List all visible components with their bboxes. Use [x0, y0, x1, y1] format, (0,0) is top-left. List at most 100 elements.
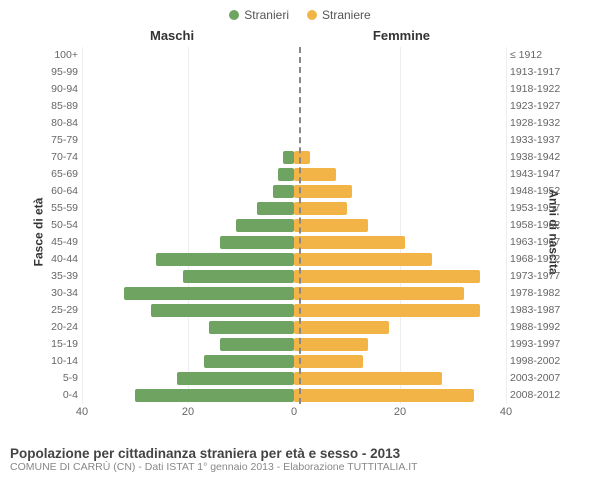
birth-label: ≤ 1912 [510, 47, 570, 64]
age-label: 40-44 [32, 251, 78, 268]
x-tick: 40 [72, 406, 92, 418]
legend-male-label: Stranieri [244, 8, 289, 22]
bar-female [294, 321, 389, 334]
birth-label: 1968-1972 [510, 251, 570, 268]
birth-label: 1973-1977 [510, 268, 570, 285]
bar-row [82, 200, 506, 217]
column-title-female: Femmine [373, 28, 430, 43]
birth-label: 1998-2002 [510, 353, 570, 370]
bar-male [209, 321, 294, 334]
birth-labels: ≤ 19121913-19171918-19221923-19271928-19… [510, 47, 570, 404]
bar-row [82, 64, 506, 81]
bar-female [294, 185, 352, 198]
birth-label: 1913-1917 [510, 64, 570, 81]
bar-female [294, 236, 405, 249]
birth-label: 1923-1927 [510, 98, 570, 115]
bar-row [82, 166, 506, 183]
age-label: 95-99 [32, 64, 78, 81]
bar-row [82, 387, 506, 404]
column-title-male: Maschi [150, 28, 194, 43]
age-label: 15-19 [32, 336, 78, 353]
bar-male [156, 253, 294, 266]
age-label: 70-74 [32, 149, 78, 166]
bar-female [294, 338, 368, 351]
bar-row [82, 319, 506, 336]
birth-label: 1983-1987 [510, 302, 570, 319]
legend-female: Straniere [307, 8, 371, 22]
age-label: 80-84 [32, 115, 78, 132]
age-label: 0-4 [32, 387, 78, 404]
age-label: 100+ [32, 47, 78, 64]
bar-row [82, 149, 506, 166]
bar-female [294, 372, 442, 385]
legend-female-dot [307, 10, 317, 20]
bar-male [183, 270, 294, 283]
birth-label: 1993-1997 [510, 336, 570, 353]
bar-male [273, 185, 294, 198]
birth-label: 1958-1962 [510, 217, 570, 234]
age-label: 45-49 [32, 234, 78, 251]
bar-row [82, 234, 506, 251]
bar-row [82, 370, 506, 387]
age-label: 35-39 [32, 268, 78, 285]
gridline [506, 47, 507, 404]
bar-female [294, 202, 347, 215]
bar-row [82, 115, 506, 132]
bar-male [220, 338, 294, 351]
x-tick: 0 [284, 406, 304, 418]
bar-male [135, 389, 294, 402]
bar-male [220, 236, 294, 249]
footer-title: Popolazione per cittadinanza straniera p… [10, 446, 590, 461]
age-label: 50-54 [32, 217, 78, 234]
legend-male: Stranieri [229, 8, 289, 22]
footer-subtitle: COMUNE DI CARRÙ (CN) - Dati ISTAT 1° gen… [10, 461, 590, 473]
center-line [299, 47, 301, 404]
age-label: 25-29 [32, 302, 78, 319]
birth-label: 1943-1947 [510, 166, 570, 183]
bar-female [294, 287, 464, 300]
bar-female [294, 355, 363, 368]
bar-male [257, 202, 294, 215]
age-label: 90-94 [32, 81, 78, 98]
age-label: 10-14 [32, 353, 78, 370]
x-tick: 20 [178, 406, 198, 418]
age-label: 5-9 [32, 370, 78, 387]
bar-row [82, 81, 506, 98]
bar-female [294, 389, 474, 402]
age-label: 65-69 [32, 166, 78, 183]
age-label: 75-79 [32, 132, 78, 149]
bar-female [294, 253, 432, 266]
bar-male [204, 355, 294, 368]
age-label: 85-89 [32, 98, 78, 115]
x-tick: 40 [496, 406, 516, 418]
birth-label: 1928-1932 [510, 115, 570, 132]
age-label: 30-34 [32, 285, 78, 302]
bar-male [151, 304, 294, 317]
bars-container [82, 47, 506, 404]
bar-row [82, 183, 506, 200]
bar-row [82, 268, 506, 285]
age-label: 55-59 [32, 200, 78, 217]
bar-female [294, 151, 310, 164]
bar-male [236, 219, 294, 232]
legend-male-dot [229, 10, 239, 20]
legend: Stranieri Straniere [0, 0, 600, 22]
bar-row [82, 251, 506, 268]
birth-label: 1963-1967 [510, 234, 570, 251]
bar-row [82, 302, 506, 319]
age-labels: 100+95-9990-9485-8980-8475-7970-7465-696… [32, 47, 78, 404]
birth-label: 1933-1937 [510, 132, 570, 149]
bar-male [278, 168, 294, 181]
x-tick: 20 [390, 406, 410, 418]
birth-label: 1988-1992 [510, 319, 570, 336]
bar-row [82, 285, 506, 302]
age-label: 20-24 [32, 319, 78, 336]
bar-row [82, 336, 506, 353]
birth-label: 1948-1952 [510, 183, 570, 200]
bar-row [82, 47, 506, 64]
age-label: 60-64 [32, 183, 78, 200]
chart-area: Maschi Femmine Fasce di età Anni di nasc… [0, 22, 600, 442]
bar-row [82, 98, 506, 115]
bar-female [294, 219, 368, 232]
birth-label: 2003-2007 [510, 370, 570, 387]
